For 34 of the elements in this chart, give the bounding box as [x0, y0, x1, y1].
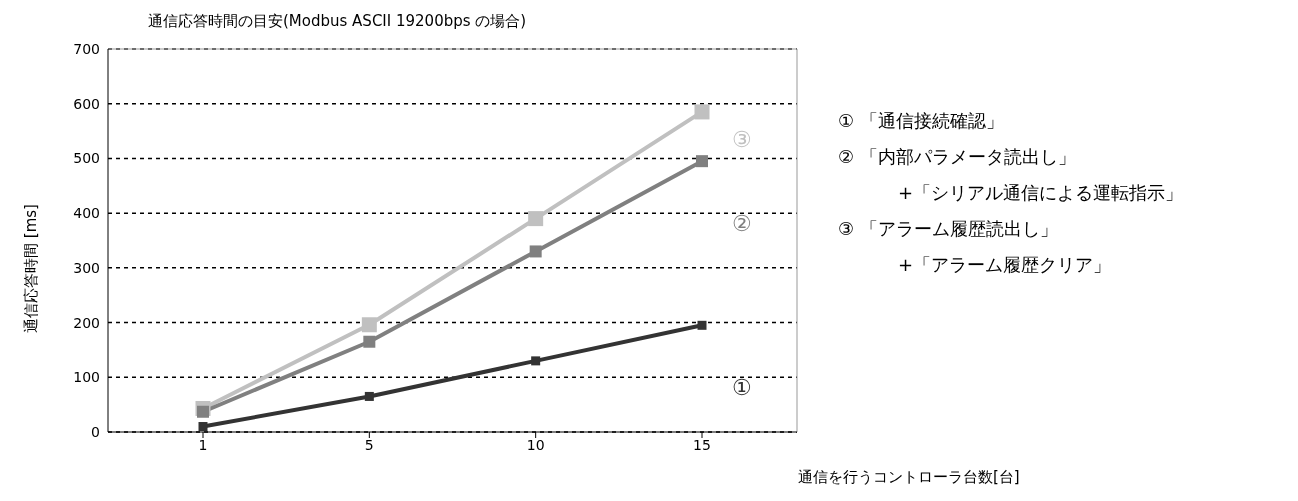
point: [529, 245, 542, 258]
x-tick-label: 15: [693, 436, 711, 453]
text: ①: [732, 375, 752, 401]
text: ② 「内部パラメータ読出し」: [838, 145, 1077, 169]
point: [363, 335, 376, 348]
point: [696, 155, 708, 168]
point: [198, 422, 208, 432]
y-tick-label: 700: [73, 40, 100, 57]
point: [197, 405, 209, 418]
x-tick-label: 1: [198, 436, 208, 453]
point: [694, 104, 710, 120]
x-tick-label: 10: [526, 436, 545, 453]
series-label: ③: [732, 126, 752, 152]
x-axis-title: 通信を行うコントローラ台数[台]: [798, 468, 1020, 487]
chart-title: 通信応答時間の目安(Modbus ASCII 19200bps の場合): [148, 12, 527, 31]
text: +「アラーム履歴クリア」: [897, 253, 1113, 277]
point: [697, 320, 707, 330]
y-tick-label: 600: [73, 95, 100, 112]
y-axis-title: 通信応答時間 [ms]: [21, 203, 41, 333]
text: ②: [732, 211, 752, 237]
y-tick-label: 500: [73, 150, 100, 167]
point: [361, 317, 377, 333]
y-tick-label: 300: [73, 259, 100, 276]
text: +「シリアル通信による運転指示」: [897, 181, 1184, 205]
point: [364, 391, 374, 401]
y-tick-label: 0: [91, 423, 100, 440]
y-tick-label: 200: [73, 314, 100, 331]
point: [531, 356, 541, 366]
y-tick-label: 100: [73, 369, 100, 386]
point: [528, 211, 544, 227]
text: ① 「通信接続確認」: [838, 109, 1005, 133]
x-tick-label: 5: [364, 436, 374, 453]
text: ③ 「アラーム履歴読出し」: [838, 217, 1059, 241]
y-tick-label: 400: [73, 205, 100, 222]
